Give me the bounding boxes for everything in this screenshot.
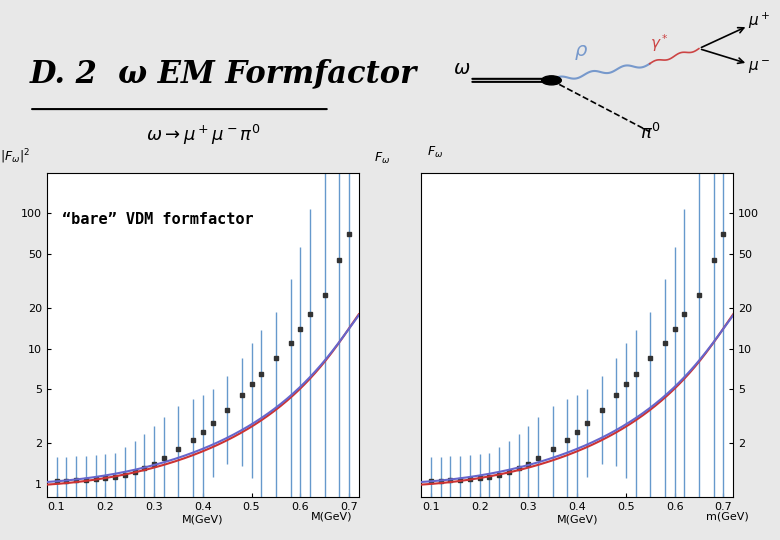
- Text: $\gamma^*$: $\gamma^*$: [650, 32, 668, 53]
- Text: $\mu^+$: $\mu^+$: [748, 11, 771, 31]
- X-axis label: M(GeV): M(GeV): [182, 515, 224, 524]
- Text: $F_\omega$: $F_\omega$: [427, 145, 444, 160]
- Text: $\omega \to \mu^+\mu^-\pi^0$: $\omega \to \mu^+\mu^-\pi^0$: [146, 123, 260, 147]
- Text: M(GeV): M(GeV): [311, 511, 353, 522]
- Text: $\mu^-$: $\mu^-$: [748, 59, 771, 76]
- Text: $F_\omega$: $F_\omega$: [374, 151, 391, 166]
- Text: D. 2  ω EM Formfactor: D. 2 ω EM Formfactor: [30, 58, 417, 90]
- Text: $\rho$: $\rho$: [574, 43, 589, 62]
- Text: $\pi^0$: $\pi^0$: [640, 123, 661, 143]
- Text: “bare” VDM formfactor: “bare” VDM formfactor: [62, 212, 254, 227]
- Text: $\omega$: $\omega$: [453, 60, 470, 78]
- Text: $|F_\omega|^2$: $|F_\omega|^2$: [0, 148, 30, 166]
- Text: m(GeV): m(GeV): [706, 511, 749, 522]
- X-axis label: M(GeV): M(GeV): [556, 515, 598, 524]
- Circle shape: [541, 76, 562, 85]
